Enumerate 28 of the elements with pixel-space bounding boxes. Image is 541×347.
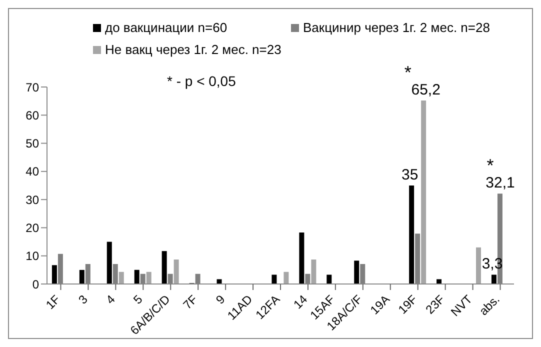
x-tick-label: 14 [290,292,310,312]
data-label: 32,1 [486,174,515,192]
x-tick-label: 7F [180,292,200,312]
x-tick-label: 19A [368,292,393,318]
x-tick-label: 3 [76,292,91,307]
y-tick-label: 10 [26,249,40,264]
y-tick-label: 40 [26,164,40,179]
legend-label: Вакцинир через 1г. 2 мес. n=28 [303,19,490,37]
x-tick-label: 9 [213,292,228,307]
data-label: 3,3 [482,256,503,273]
annotation: * [404,62,412,83]
x-tick-label: abs. [476,292,502,318]
y-tick-label: 20 [26,220,40,235]
x-tick-label: 23F [422,292,448,317]
annotation: * [486,156,494,176]
y-tick-label: 0 [32,277,40,292]
x-tick-label: 1F [43,292,63,312]
data-label: 65,2 [411,82,440,99]
legend-label: Не вакц через 1г. 2 мес. n=23 [105,41,282,59]
data-label: 35 [402,166,418,184]
y-tick-label: 70 [26,80,40,94]
y-tick-label: 60 [26,108,40,122]
y-tick-label: 30 [26,192,40,207]
x-tick-label: 19F [395,292,420,317]
x-tick-label: 4 [103,292,118,307]
annotation: * - p < 0,05 [167,73,236,89]
legend-label: до вакцинации n=60 [105,19,228,37]
y-tick-label: 50 [26,136,40,151]
